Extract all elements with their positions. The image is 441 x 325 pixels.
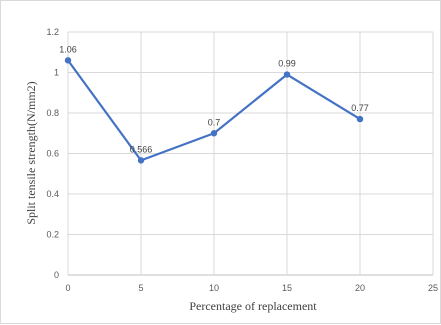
- y-tick-label: 1: [54, 68, 59, 78]
- y-axis-title: Split tensile strength(N/mm2): [24, 81, 38, 224]
- data-label: 0.77: [351, 103, 369, 113]
- data-point: [138, 157, 144, 163]
- data-point: [65, 57, 71, 63]
- x-tick-label: 20: [355, 283, 365, 293]
- x-tick-label: 5: [138, 283, 143, 293]
- y-tick-label: 0.6: [46, 149, 59, 159]
- y-tick-label: 0: [54, 270, 59, 280]
- data-point: [284, 71, 290, 77]
- data-point: [211, 130, 217, 136]
- x-axis-title: Percentage of replacement: [189, 299, 317, 313]
- data-label: 0.7: [208, 117, 221, 127]
- y-tick-label: 1.2: [46, 27, 59, 37]
- y-tick-label: 0.2: [46, 230, 59, 240]
- x-tick-labels: 0 5 10 15 20 25: [65, 283, 438, 293]
- y-tick-label: 0.8: [46, 108, 59, 118]
- data-label: 1.06: [59, 44, 77, 54]
- grid-layer: [68, 32, 433, 275]
- x-tick-label: 10: [209, 283, 219, 293]
- data-point: [357, 116, 363, 122]
- x-tick-label: 25: [428, 283, 438, 293]
- y-tick-label: 0.4: [46, 189, 59, 199]
- data-label: 0.99: [278, 59, 296, 69]
- x-tick-label: 0: [65, 283, 70, 293]
- x-tick-label: 15: [282, 283, 292, 293]
- data-label: 0.566: [130, 144, 153, 154]
- y-tick-labels: 0 0.2 0.4 0.6 0.8 1 1.2: [46, 27, 59, 280]
